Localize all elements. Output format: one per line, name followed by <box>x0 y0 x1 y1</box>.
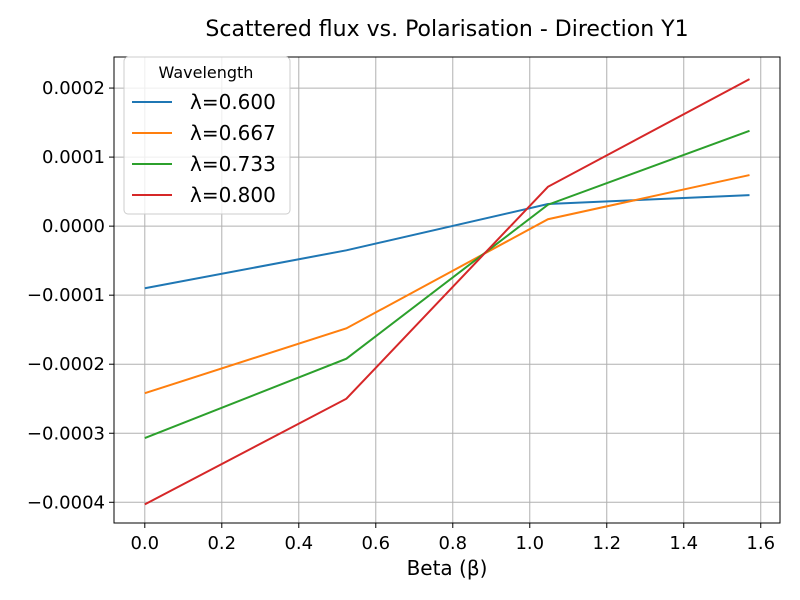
legend-label: λ=0.733 <box>190 152 276 176</box>
y-tick-label: 0.0002 <box>42 78 105 99</box>
series-lines <box>144 78 750 506</box>
x-tick-label: 1.0 <box>515 533 544 554</box>
y-tick-label: −0.0003 <box>27 423 105 444</box>
plot-area-frame <box>113 56 781 524</box>
y-tick-label: 0.0001 <box>42 147 105 168</box>
legend-title: Wavelength <box>159 63 254 82</box>
x-tick-label: 1.4 <box>669 533 698 554</box>
y-tick-label: −0.0001 <box>27 285 105 306</box>
x-tick-label: 1.6 <box>746 533 775 554</box>
x-axis-label: Beta (β) <box>407 556 488 580</box>
legend-label: λ=0.600 <box>190 90 276 114</box>
series-line-1 <box>144 194 750 290</box>
y-tick-label: 0.0000 <box>42 216 105 237</box>
legend-label: λ=0.667 <box>190 121 276 145</box>
x-tick-label: 0.6 <box>361 533 390 554</box>
series-line-4 <box>144 78 750 506</box>
legend-entries: λ=0.600 λ=0.667 λ=0.733 λ=0.800 <box>132 90 276 207</box>
y-tick-label: −0.0002 <box>27 354 105 375</box>
chart-title: Scattered flux vs. Polarisation - Direct… <box>205 17 688 42</box>
legend-box <box>123 56 291 215</box>
series-line-3 <box>144 129 750 440</box>
grid <box>114 57 780 523</box>
y-tick-label: −0.0004 <box>27 492 105 513</box>
x-tick-label: 1.2 <box>592 533 621 554</box>
x-tick-label: 0.4 <box>284 533 313 554</box>
x-tick-label: 0.2 <box>207 533 236 554</box>
x-tick-label: 0.0 <box>130 533 159 554</box>
legend-label: λ=0.800 <box>190 183 276 207</box>
axis-ticks: 0.0 0.2 0.4 0.6 0.8 1.0 1.2 1.4 1.6 −0.0004 −0.000… <box>27 78 775 554</box>
series-line-2 <box>144 174 750 395</box>
legend: Wavelength λ=0.600 λ=0.667 λ=0.733 λ=0.800 <box>123 56 291 215</box>
x-tick-label: 0.8 <box>438 533 467 554</box>
